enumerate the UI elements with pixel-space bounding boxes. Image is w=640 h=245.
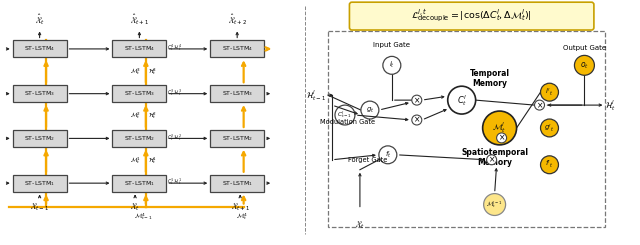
- Circle shape: [534, 100, 545, 110]
- Text: ST-LSTM$_2$: ST-LSTM$_2$: [124, 134, 155, 143]
- FancyBboxPatch shape: [210, 130, 264, 147]
- Text: $\times$: $\times$: [413, 95, 420, 105]
- Circle shape: [541, 119, 559, 137]
- Text: $\times$: $\times$: [488, 155, 495, 164]
- Text: $\mathcal{H}_t^3$: $\mathcal{H}_t^3$: [148, 66, 157, 77]
- FancyBboxPatch shape: [13, 85, 67, 102]
- FancyBboxPatch shape: [113, 40, 166, 57]
- Text: ST-LSTM$_4$: ST-LSTM$_4$: [124, 45, 155, 53]
- Text: ST-LSTM$_2$: ST-LSTM$_2$: [221, 134, 253, 143]
- Circle shape: [361, 101, 379, 119]
- Text: $\mathcal{H}_t^2$: $\mathcal{H}_t^2$: [148, 111, 157, 122]
- Circle shape: [484, 194, 506, 215]
- Text: Input Gate: Input Gate: [373, 42, 410, 49]
- FancyBboxPatch shape: [210, 85, 264, 102]
- Text: $f'_t$: $f'_t$: [545, 159, 554, 170]
- Circle shape: [383, 56, 401, 74]
- Circle shape: [379, 146, 397, 164]
- Text: Modulation Gate: Modulation Gate: [321, 119, 376, 125]
- Text: $\times$: $\times$: [498, 133, 505, 143]
- Circle shape: [412, 95, 422, 105]
- Text: $\times$: $\times$: [536, 100, 543, 110]
- Text: ST-LSTM$_1$: ST-LSTM$_1$: [24, 179, 55, 188]
- FancyBboxPatch shape: [113, 130, 166, 147]
- Text: $\mathcal{X}_t$: $\mathcal{X}_t$: [131, 202, 140, 213]
- Text: Temporal
Memory: Temporal Memory: [470, 69, 509, 88]
- Text: $\mathcal{X}_{t-1}$: $\mathcal{X}_{t-1}$: [30, 202, 49, 213]
- Text: $\hat{\mathcal{X}}_{t+2}$: $\hat{\mathcal{X}}_{t+2}$: [228, 12, 246, 26]
- FancyBboxPatch shape: [13, 130, 67, 147]
- FancyBboxPatch shape: [210, 175, 264, 192]
- Text: $\mathcal{M}_t^l$: $\mathcal{M}_t^l$: [492, 121, 507, 135]
- Circle shape: [575, 55, 595, 75]
- Text: $\mathcal{H}_t^1$: $\mathcal{H}_t^1$: [148, 155, 157, 166]
- Circle shape: [486, 155, 497, 165]
- Text: $\times$: $\times$: [413, 115, 420, 125]
- Text: $\hat{\mathcal{X}}_{t+1}$: $\hat{\mathcal{X}}_{t+1}$: [130, 12, 149, 26]
- Text: $\hat{\mathcal{X}}_t$: $\hat{\mathcal{X}}_t$: [35, 12, 44, 26]
- FancyBboxPatch shape: [13, 175, 67, 192]
- Text: $\mathcal{M}_t^3$: $\mathcal{M}_t^3$: [130, 66, 141, 77]
- Text: $\mathcal{M}_{t-1}^4$: $\mathcal{M}_{t-1}^4$: [134, 211, 153, 222]
- Text: $\mathcal{M}_t^1$: $\mathcal{M}_t^1$: [130, 155, 141, 166]
- Text: $\mathcal{L}_{\mathrm{decouple}}^{l,t} = |\cos(\Delta C_t^l, \Delta \mathcal{M}_: $\mathcal{L}_{\mathrm{decouple}}^{l,t} =…: [411, 8, 532, 24]
- Text: $i_t$: $i_t$: [389, 60, 395, 70]
- Text: $C_t^3\,\mathcal{H}_t^3$: $C_t^3\,\mathcal{H}_t^3$: [167, 87, 182, 98]
- FancyBboxPatch shape: [113, 175, 166, 192]
- Text: $\mathcal{X}_{t+1}$: $\mathcal{X}_{t+1}$: [231, 202, 250, 213]
- FancyBboxPatch shape: [113, 85, 166, 102]
- Text: ST-LSTM$_3$: ST-LSTM$_3$: [221, 89, 253, 98]
- Text: $f_t$: $f_t$: [385, 150, 391, 160]
- Text: ST-LSTM$_2$: ST-LSTM$_2$: [24, 134, 55, 143]
- Text: ST-LSTM$_1$: ST-LSTM$_1$: [124, 179, 155, 188]
- Text: ST-LSTM$_3$: ST-LSTM$_3$: [124, 89, 155, 98]
- Text: $g_t$: $g_t$: [365, 105, 374, 115]
- Circle shape: [541, 83, 559, 101]
- Text: Spatiotemporal
Memory: Spatiotemporal Memory: [461, 148, 528, 168]
- Text: Forget Gate: Forget Gate: [348, 157, 388, 163]
- Text: $g'_t$: $g'_t$: [544, 122, 555, 134]
- Circle shape: [541, 156, 559, 174]
- Text: $C_t^l$: $C_t^l$: [456, 93, 467, 108]
- Text: Output Gate: Output Gate: [563, 45, 606, 51]
- Text: $\mathcal{M}_t^{l-1}$: $\mathcal{M}_t^{l-1}$: [486, 199, 503, 210]
- Text: ST-LSTM$_1$: ST-LSTM$_1$: [221, 179, 253, 188]
- Text: $\mathcal{M}_t^2$: $\mathcal{M}_t^2$: [130, 111, 141, 121]
- FancyBboxPatch shape: [210, 40, 264, 57]
- Circle shape: [335, 105, 355, 125]
- FancyBboxPatch shape: [349, 2, 594, 30]
- Text: $o_t$: $o_t$: [580, 60, 589, 71]
- Text: $C_t^4\,\mathcal{H}_t^4$: $C_t^4\,\mathcal{H}_t^4$: [167, 42, 182, 53]
- Circle shape: [497, 133, 507, 143]
- Text: $\mathcal{M}_t^4$: $\mathcal{M}_t^4$: [236, 211, 248, 222]
- Text: $C_t^2\,\mathcal{H}_t^2$: $C_t^2\,\mathcal{H}_t^2$: [167, 132, 182, 143]
- Text: $i'_t$: $i'_t$: [545, 86, 554, 98]
- Text: ST-LSTM$_4$: ST-LSTM$_4$: [221, 45, 253, 53]
- Circle shape: [483, 111, 516, 145]
- Text: ST-LSTM$_4$: ST-LSTM$_4$: [24, 45, 55, 53]
- Circle shape: [448, 86, 476, 114]
- Text: $\mathcal{H}_t^l$: $\mathcal{H}_t^l$: [605, 98, 616, 112]
- FancyBboxPatch shape: [13, 40, 67, 57]
- Text: $C_{t-1}^l$: $C_{t-1}^l$: [337, 110, 353, 121]
- Text: $C_t^1\,\mathcal{H}_t^1$: $C_t^1\,\mathcal{H}_t^1$: [167, 177, 182, 187]
- Text: ST-LSTM$_3$: ST-LSTM$_3$: [24, 89, 55, 98]
- Text: $\mathcal{H}_{t-1}^l$: $\mathcal{H}_{t-1}^l$: [306, 88, 326, 103]
- Circle shape: [412, 115, 422, 125]
- Text: $\mathcal{X}_t$: $\mathcal{X}_t$: [355, 220, 365, 231]
